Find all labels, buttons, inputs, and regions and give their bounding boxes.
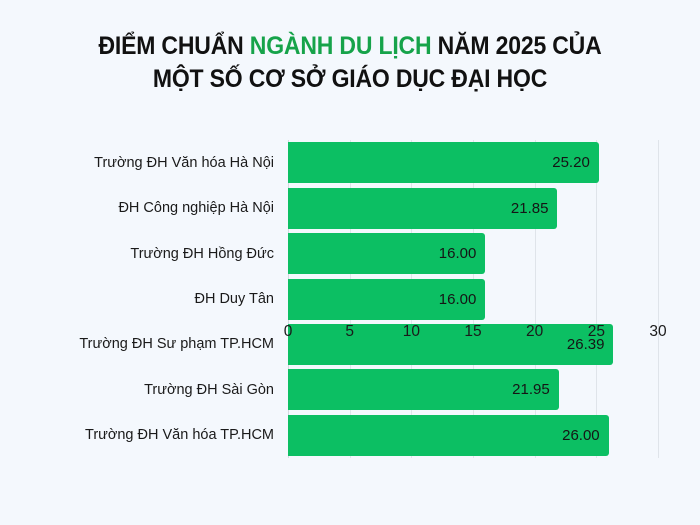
category-label: Trường ĐH Hồng Đức (130, 245, 274, 262)
category-label: Trường ĐH Văn hóa TP.HCM (85, 427, 274, 444)
chart-title-line-2: MỘT SỐ CƠ SỞ GIÁO DỤC ĐẠI HỌC (152, 65, 548, 93)
bar[interactable]: 21.85 (288, 187, 558, 229)
x-tick-label: 25 (587, 323, 605, 340)
bar-value-label: 16.00 (438, 290, 477, 308)
bar-row[interactable]: 21.95 (288, 369, 658, 411)
category-label: ĐH Công nghiệp Hà Nội (118, 200, 274, 217)
bar[interactable]: 26.39 (288, 323, 614, 365)
category-label: Trường ĐH Sư phạm TP.HCM (79, 336, 274, 353)
bar-value-label: 16.00 (438, 245, 477, 263)
title-segment-post: NĂM 2025 CỦA (431, 32, 602, 60)
bar[interactable]: 16.00 (288, 278, 486, 320)
gridline-25 (596, 140, 598, 458)
chart-title-line-1: ĐIỂM CHUẨN NGÀNH DU LỊCH NĂM 2025 CỦA (28, 30, 672, 63)
title-segment-pre: ĐIỂM CHUẨN (98, 32, 250, 60)
gridline-30 (658, 140, 659, 458)
bar[interactable]: 26.00 (288, 414, 609, 456)
plot-area: 25.20 21.85 16.00 16.00 26.39 21.95 26.00 (288, 140, 659, 458)
bar-row[interactable]: 26.00 (288, 414, 658, 456)
x-tick-label: 30 (649, 323, 667, 340)
bar-row[interactable]: 16.00 (288, 233, 658, 275)
x-tick-label: 5 (345, 323, 354, 340)
x-axis: 0 5 10 15 20 25 30 (284, 318, 667, 348)
plot-wrapper: Trường ĐH Văn hóa Hà Nội ĐH Công nghiệp H… (0, 140, 700, 525)
bar[interactable]: 25.20 (288, 142, 599, 184)
bar-value-label: 21.95 (512, 381, 550, 399)
bar-value-label: 25.20 (552, 154, 590, 172)
bar[interactable]: 16.00 (288, 233, 486, 275)
bar-row[interactable]: 21.85 (288, 187, 658, 229)
x-tick-label: 0 (283, 323, 293, 340)
gridline-20 (534, 140, 536, 458)
category-label: ĐH Duy Tân (194, 291, 274, 307)
x-tick-label: 15 (464, 323, 482, 340)
chart-title: ĐIỂM CHUẨN NGÀNH DU LỊCH NĂM 2025 CỦA MỘ… (28, 30, 672, 96)
bar-value-label: 21.85 (510, 199, 549, 217)
bar-value-label: 26.39 (566, 335, 605, 353)
x-tick-label: 10 (402, 323, 420, 340)
bar-row[interactable]: 25.20 (288, 142, 658, 184)
bar-row[interactable]: 16.00 (288, 278, 658, 320)
category-axis-labels: Trường ĐH Văn hóa Hà Nội ĐH Công nghiệp H… (0, 140, 282, 458)
bar-value-label: 26.00 (562, 426, 600, 444)
title-segment-accent: NGÀNH DU LỊCH (249, 32, 432, 60)
category-label: Trường ĐH Sài Gòn (144, 381, 274, 398)
category-label: Trường ĐH Văn hóa Hà Nội (94, 154, 274, 171)
bar[interactable]: 21.95 (288, 369, 559, 411)
bar-row[interactable]: 26.39 (288, 323, 658, 365)
x-tick-label: 20 (526, 323, 544, 340)
